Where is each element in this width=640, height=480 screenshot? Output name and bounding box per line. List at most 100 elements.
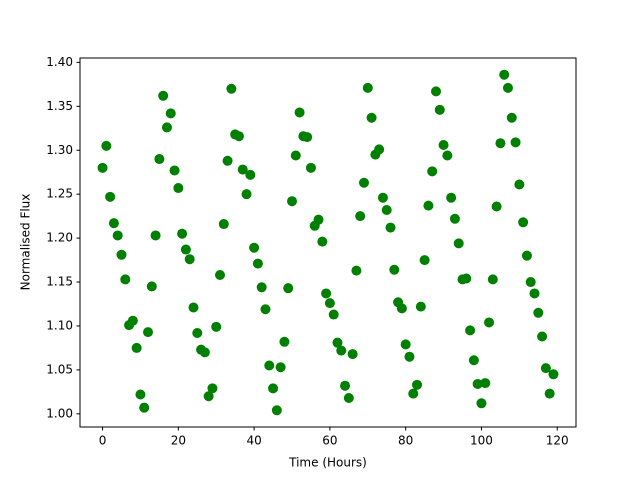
point [476, 398, 487, 409]
point [404, 351, 415, 362]
point [177, 228, 188, 239]
point [222, 155, 233, 166]
point [499, 69, 510, 80]
point [108, 218, 119, 229]
x-tick-label: 40 [246, 434, 261, 448]
point [233, 131, 244, 142]
point [510, 137, 521, 148]
point [207, 383, 218, 394]
point [533, 307, 544, 318]
point [203, 391, 214, 402]
point [161, 122, 172, 133]
point [389, 264, 400, 275]
point [116, 249, 127, 260]
point [139, 402, 150, 413]
point [184, 254, 195, 265]
point [419, 255, 430, 266]
point [101, 140, 112, 151]
point [385, 222, 396, 233]
y-tick-label: 1.20 [46, 231, 73, 245]
point [294, 107, 305, 118]
point [321, 288, 332, 299]
point [279, 336, 290, 347]
point [358, 177, 369, 188]
point [366, 112, 377, 123]
point [112, 230, 123, 241]
point [328, 309, 339, 320]
x-tick-label: 120 [546, 434, 569, 448]
point [188, 302, 199, 313]
point [324, 298, 335, 309]
point [120, 274, 131, 285]
point [180, 244, 191, 255]
point [241, 189, 252, 200]
point [336, 345, 347, 356]
point [525, 277, 536, 288]
point [173, 183, 184, 194]
point [400, 339, 411, 350]
plot-frame [79, 57, 577, 428]
point [537, 331, 548, 342]
point [415, 301, 426, 312]
x-tick-label: 80 [398, 434, 413, 448]
point [305, 162, 316, 173]
point [154, 154, 165, 165]
point [260, 304, 271, 315]
x-tick-label: 0 [99, 434, 107, 448]
point [343, 393, 354, 404]
point [442, 150, 453, 161]
point [377, 192, 388, 203]
point [218, 219, 229, 230]
point [340, 380, 351, 391]
point [211, 321, 222, 332]
point [143, 327, 154, 338]
point [245, 169, 256, 180]
point [453, 238, 464, 249]
point [430, 86, 441, 97]
point [396, 303, 407, 314]
point [332, 337, 343, 348]
point [374, 144, 385, 155]
point [264, 360, 275, 371]
point [158, 90, 169, 101]
point [381, 204, 392, 215]
point [548, 369, 559, 380]
point [540, 363, 551, 374]
point [347, 349, 358, 360]
point [150, 230, 161, 241]
point [215, 270, 226, 281]
point [472, 378, 483, 389]
point [412, 379, 423, 390]
point [313, 214, 324, 225]
y-tick-label: 1.25 [46, 187, 73, 201]
point [355, 211, 366, 222]
point [249, 242, 260, 253]
y-tick-label: 1.05 [46, 362, 73, 376]
point [351, 265, 362, 276]
y-tick-label: 1.10 [46, 318, 73, 332]
point [362, 82, 373, 93]
point [192, 327, 203, 338]
point [446, 192, 457, 203]
point [438, 139, 449, 150]
point [468, 355, 479, 366]
point [97, 162, 108, 173]
point [408, 388, 419, 399]
point [283, 283, 294, 294]
point [169, 165, 180, 176]
point [423, 200, 434, 211]
point [480, 378, 491, 389]
point [105, 191, 116, 202]
point [268, 383, 279, 394]
point [135, 389, 146, 400]
y-tick-label: 1.15 [46, 275, 73, 289]
point [237, 164, 248, 175]
point [290, 150, 301, 161]
point [518, 217, 529, 228]
point [495, 138, 506, 149]
point [544, 388, 555, 399]
y-tick-label: 1.35 [46, 99, 73, 113]
x-tick-label: 20 [171, 434, 186, 448]
y-tick-label: 1.40 [46, 55, 73, 69]
y-axis-label: Normalised Flux [19, 194, 33, 291]
